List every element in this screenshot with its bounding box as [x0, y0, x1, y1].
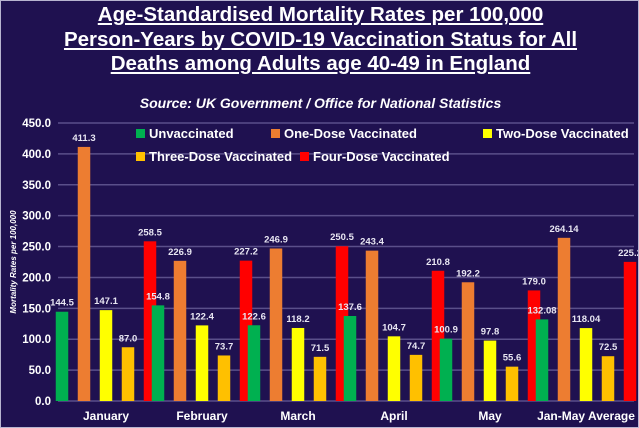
data-label: 118.04: [572, 314, 601, 325]
y-tick-label: 350.0: [22, 180, 51, 192]
bar-four-dose-vaccinated-jan-may-average: [623, 261, 637, 401]
x-tick-label: February: [176, 409, 228, 423]
data-label: 73.7: [215, 341, 234, 352]
y-tick-label: 200.0: [22, 272, 51, 284]
data-label: 264.14: [549, 224, 579, 235]
title-line-2: Person-Years by COVID-19 Vaccination Sta…: [63, 27, 578, 51]
bar-unvaccinated-february: [151, 305, 165, 401]
data-label: 179.0: [522, 276, 546, 287]
data-label: 192.2: [456, 268, 480, 279]
bar-one-dose-vaccinated-jan-may-average: [557, 237, 571, 401]
title-line-3: Deaths among Adults age 40-49 in England: [110, 52, 531, 75]
y-axis-label: Mortality Rates per 100,000: [9, 210, 18, 314]
data-label: 250.5: [330, 232, 354, 243]
y-tick-label: 250.0: [22, 242, 51, 254]
bar-one-dose-vaccinated-may: [461, 282, 475, 401]
bar-three-dose-vaccinated-jan-may-average: [601, 356, 615, 401]
x-tick-label: March: [280, 409, 315, 423]
data-label: 258.5: [138, 227, 162, 238]
data-label: 122.4: [190, 311, 214, 322]
bar-two-dose-vaccinated-jan-may-average: [579, 328, 593, 401]
y-tick-label: 150.0: [22, 303, 51, 315]
bar-one-dose-vaccinated-april: [365, 250, 379, 401]
legend-swatch-icon: [136, 152, 145, 161]
y-tick-label: 300.0: [22, 211, 51, 223]
y-tick-label: 50.0: [29, 365, 51, 377]
data-label: 226.9: [168, 247, 192, 258]
data-label: 100.9: [434, 325, 458, 336]
legend-swatch-icon: [483, 129, 492, 138]
x-tick-label: May: [478, 409, 502, 423]
data-label: 122.6: [242, 311, 266, 322]
data-label: 144.5: [50, 298, 74, 309]
data-label: 227.2: [234, 247, 258, 258]
bar-three-dose-vaccinated-january: [121, 347, 135, 401]
bar-two-dose-vaccinated-february: [195, 325, 209, 401]
x-tick-label: April: [380, 409, 407, 423]
data-label: 118.2: [286, 314, 309, 325]
legend-swatch-icon: [300, 152, 309, 161]
bar-unvaccinated-march: [247, 325, 261, 401]
data-label: 72.5: [599, 342, 618, 353]
bar-two-dose-vaccinated-january: [99, 310, 113, 401]
y-tick-label: 400.0: [22, 149, 51, 161]
bar-unvaccinated-january: [55, 311, 69, 401]
legend-swatch-icon: [136, 129, 145, 138]
bar-two-dose-vaccinated-april: [387, 336, 401, 401]
bar-one-dose-vaccinated-march: [269, 248, 283, 401]
data-label: 132.08: [527, 305, 556, 316]
bar-two-dose-vaccinated-may: [483, 340, 497, 401]
data-label: 74.7: [407, 341, 426, 352]
legend-entry: Unvaccinated: [149, 126, 234, 141]
bar-three-dose-vaccinated-may: [505, 366, 519, 401]
bar-two-dose-vaccinated-march: [291, 327, 305, 401]
legend-entry: One-Dose Vaccinated: [284, 126, 417, 141]
bar-three-dose-vaccinated-february: [217, 355, 231, 401]
data-label: 154.8: [146, 291, 170, 302]
bar-three-dose-vaccinated-march: [313, 356, 327, 401]
data-label: 210.8: [426, 257, 450, 268]
legend-entry: Two-Dose Vaccinated: [496, 126, 629, 141]
data-label: 55.6: [503, 353, 522, 364]
bar-one-dose-vaccinated-january: [77, 146, 91, 401]
x-tick-label: Jan-May Average: [537, 409, 635, 423]
data-label: 97.8: [481, 327, 500, 338]
legend-entry: Four-Dose Vaccinated: [313, 149, 450, 164]
bar-one-dose-vaccinated-february: [173, 260, 187, 401]
data-label: 137.6: [338, 302, 362, 313]
title-line-1: Age-Standardised Mortality Rates per 100…: [97, 3, 544, 26]
bar-unvaccinated-may: [439, 338, 453, 401]
chart-subtitle: Source: UK Government / Office for Natio…: [139, 95, 502, 111]
bar-three-dose-vaccinated-april: [409, 354, 423, 401]
data-label: 225.2: [618, 248, 639, 259]
legend-swatch-icon: [271, 129, 280, 138]
x-tick-label: January: [83, 409, 129, 423]
data-label: 243.4: [360, 237, 384, 248]
data-label: 104.7: [382, 322, 406, 333]
chart-title: Age-Standardised Mortality Rates per 100…: [1, 3, 638, 77]
data-label: 71.5: [311, 343, 330, 354]
y-tick-label: 0.0: [35, 396, 51, 408]
data-label: 246.9: [264, 234, 288, 245]
data-label: 411.3: [72, 133, 95, 144]
bar-unvaccinated-april: [343, 315, 357, 401]
y-tick-label: 450.0: [22, 118, 51, 130]
data-label: 147.1: [94, 296, 118, 307]
data-label: 87.0: [119, 333, 138, 344]
bar-unvaccinated-jan-may-average: [535, 319, 549, 401]
legend-entry: Three-Dose Vaccinated: [149, 149, 292, 164]
y-tick-label: 100.0: [22, 334, 51, 346]
